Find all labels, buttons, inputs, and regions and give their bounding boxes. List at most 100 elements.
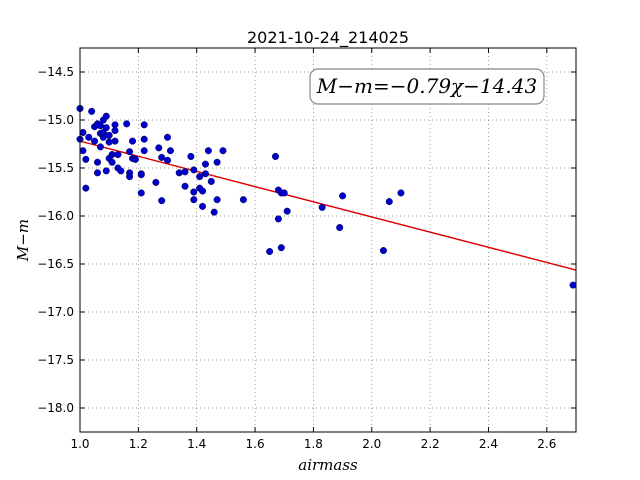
data-point [219, 147, 227, 155]
y-tick-label: −16.5 [37, 257, 74, 271]
data-point [117, 167, 125, 175]
data-point [111, 127, 119, 135]
data-point [96, 122, 104, 130]
data-point [339, 192, 347, 200]
data-point [79, 147, 87, 155]
data-point [283, 207, 291, 215]
data-point [123, 120, 131, 128]
x-tick-label: 2.6 [537, 437, 556, 451]
x-tick-label: 1.0 [70, 437, 89, 451]
data-point [199, 202, 207, 210]
data-point [210, 208, 218, 216]
equation-annotation: M−m=−0.79χ−14.43 [309, 68, 545, 105]
data-point [108, 158, 116, 166]
data-point [201, 170, 209, 178]
x-axis-label: airmass [298, 456, 358, 474]
data-point [213, 196, 221, 204]
data-point [213, 158, 221, 166]
data-point [190, 188, 198, 196]
data-point [239, 196, 247, 204]
data-point [94, 158, 102, 166]
data-point [274, 215, 282, 223]
data-points [76, 104, 577, 289]
data-point [85, 133, 93, 141]
data-point [96, 143, 104, 151]
data-point [88, 107, 96, 115]
data-point [190, 166, 198, 174]
data-point [379, 247, 387, 255]
y-tick-label: −17.0 [37, 305, 74, 319]
data-point [152, 178, 160, 186]
data-point [137, 189, 145, 197]
y-tick-labels: −14.5 −15.0 −15.5 −16.0 −16.5 −17.0 −17.5 −18.0 [37, 65, 74, 415]
data-point [99, 133, 107, 141]
data-point [277, 244, 285, 252]
data-point [164, 133, 172, 141]
x-tick-label: 2.0 [362, 437, 381, 451]
data-point [266, 248, 274, 256]
x-tick-label: 1.2 [129, 437, 148, 451]
data-point [140, 135, 148, 143]
data-point [196, 173, 204, 181]
data-point [271, 152, 279, 160]
x-tick-label: 2.4 [479, 437, 498, 451]
y-tick-label: −18.0 [37, 401, 74, 415]
y-tick-label: −14.5 [37, 65, 74, 79]
fit-line [79, 140, 577, 271]
data-point [129, 137, 137, 145]
data-point [199, 187, 207, 195]
x-tick-label: 1.8 [304, 437, 323, 451]
data-point [102, 124, 110, 132]
data-point [137, 171, 145, 179]
data-point [166, 147, 174, 155]
data-point [140, 121, 148, 129]
data-point [158, 153, 166, 161]
data-point [91, 137, 99, 145]
data-point [175, 169, 183, 177]
data-point [140, 147, 148, 155]
data-point [190, 196, 198, 204]
data-point [201, 160, 209, 168]
grid [79, 48, 576, 432]
data-point [385, 198, 393, 206]
data-point [126, 173, 134, 181]
data-point [207, 177, 215, 185]
y-axis-label: M−m [14, 219, 32, 262]
x-tick-label: 2.2 [421, 437, 440, 451]
data-point [181, 182, 189, 190]
data-point [164, 156, 172, 164]
x-tick-label: 1.4 [187, 437, 206, 451]
annotation-text: M−m=−0.79χ−14.43 [316, 74, 537, 98]
data-point [82, 155, 90, 163]
data-point [94, 169, 102, 177]
axis-ticks [79, 48, 576, 432]
data-point [397, 189, 405, 197]
data-point [318, 203, 326, 211]
data-point [336, 224, 344, 232]
data-point [111, 137, 119, 145]
data-point [105, 138, 113, 146]
data-point [280, 189, 288, 197]
data-point [158, 197, 166, 205]
x-tick-label: 1.6 [246, 437, 265, 451]
x-tick-labels: 1.0 1.2 1.4 1.6 1.8 2.0 2.2 2.4 2.6 [70, 437, 556, 451]
data-point [155, 144, 163, 152]
data-point [187, 152, 195, 160]
data-point [114, 151, 122, 159]
data-point [204, 147, 212, 155]
plot-frame [79, 47, 577, 433]
data-point [126, 148, 134, 156]
data-point [181, 168, 189, 176]
y-tick-label: −15.0 [37, 113, 74, 127]
data-point [79, 128, 87, 136]
data-point [131, 155, 139, 163]
data-point [108, 151, 116, 159]
data-point [82, 184, 90, 192]
annotation-box [309, 68, 545, 105]
y-tick-label: −17.5 [37, 353, 74, 367]
data-point [102, 112, 110, 120]
chart-title: 2021-10-24_214025 [247, 28, 409, 48]
y-tick-label: −15.5 [37, 161, 74, 175]
data-point [102, 167, 110, 175]
